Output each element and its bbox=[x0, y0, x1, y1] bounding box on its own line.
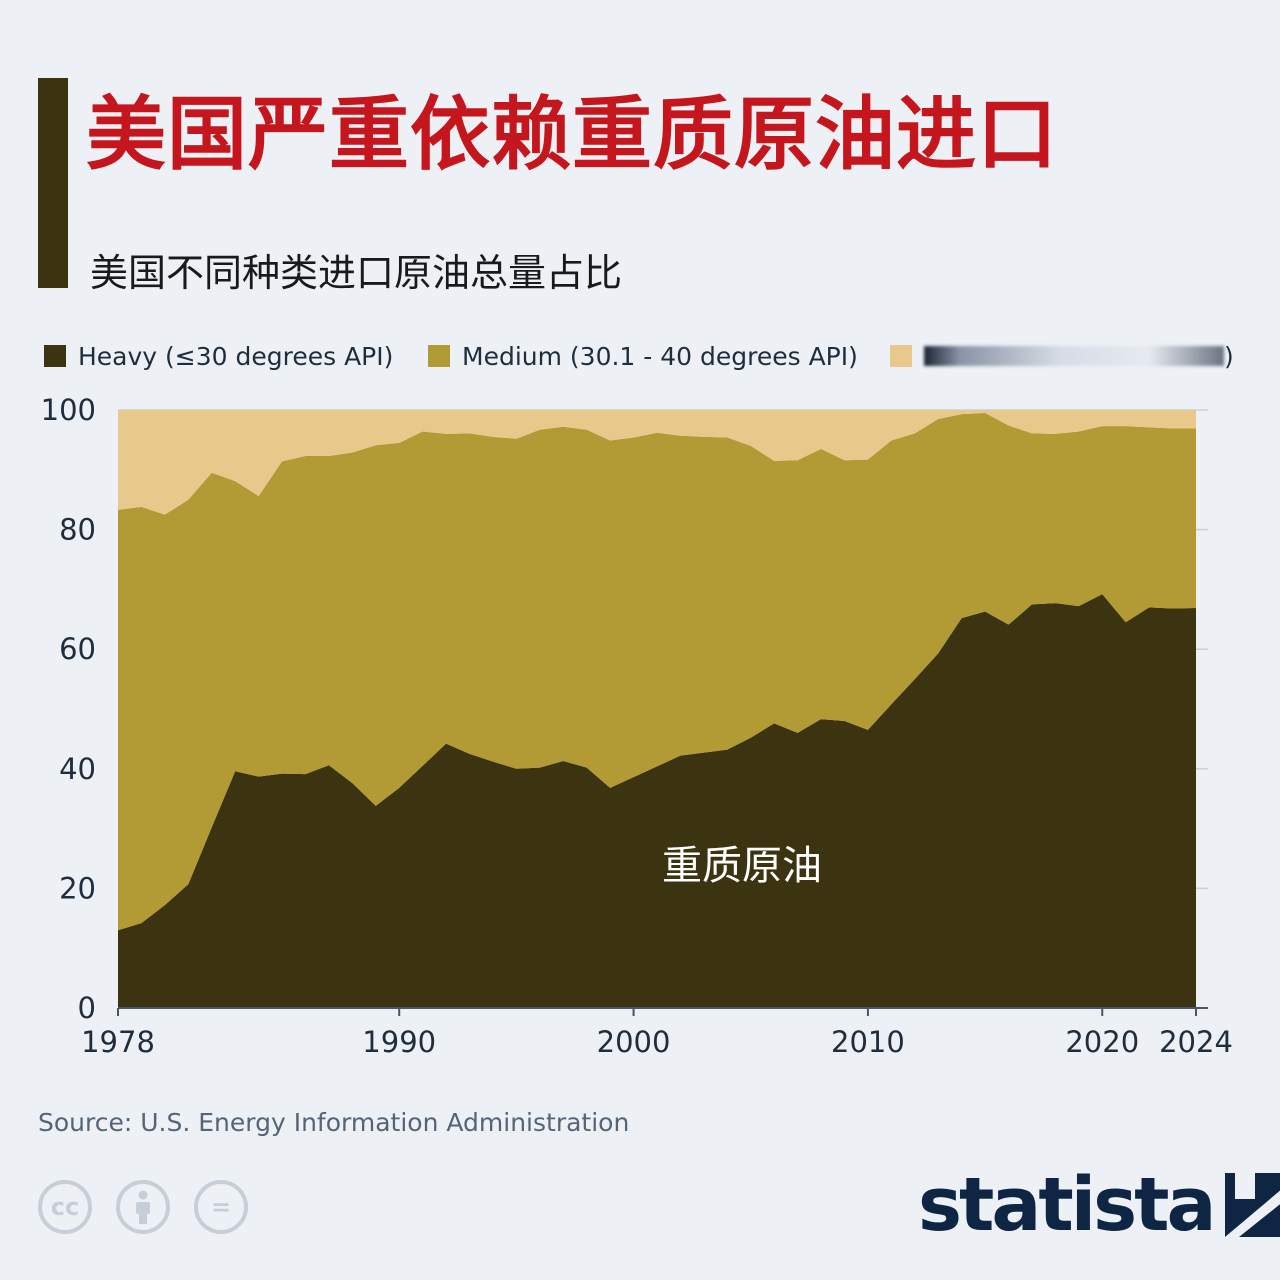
legend-swatch-medium bbox=[428, 345, 450, 367]
nd-icon: = bbox=[194, 1180, 248, 1234]
axes: 1978 1990 2000 2010 2020 2024 bbox=[81, 1007, 1233, 1059]
title-accent-bar bbox=[38, 78, 68, 288]
legend-item-medium: Medium (30.1 - 40 degrees API) bbox=[428, 340, 858, 372]
x-tick-label: 2020 bbox=[1065, 1025, 1139, 1059]
by-icon bbox=[116, 1180, 170, 1234]
y-tick-label: 0 bbox=[78, 991, 96, 1025]
x-tick-label: 2024 bbox=[1159, 1025, 1233, 1059]
legend-label-light-suffix: ) bbox=[1224, 341, 1234, 371]
y-tick-label: 100 bbox=[41, 393, 96, 427]
y-tick-label: 40 bbox=[59, 752, 96, 786]
cc-icon: cc bbox=[38, 1180, 92, 1234]
chart-area: 0 20 40 60 80 100 1978 1990 2000 2010 2020 2024 重质… bbox=[41, 393, 1233, 1059]
legend-swatch-heavy bbox=[44, 345, 66, 367]
x-tick-label: 2010 bbox=[831, 1025, 905, 1059]
statista-mark-icon bbox=[1225, 1173, 1280, 1237]
legend-item-heavy: Heavy (≤30 degrees API) bbox=[44, 340, 393, 372]
legend-label-heavy: Heavy (≤30 degrees API) bbox=[78, 341, 394, 371]
area-medium bbox=[118, 412, 1196, 931]
y-tick-label: 20 bbox=[59, 871, 96, 905]
y-tick-label: 60 bbox=[59, 632, 96, 666]
chart-title: 美国严重依赖重质原油进口 bbox=[86, 88, 1058, 181]
legend-label-light-redacted bbox=[924, 346, 1224, 366]
legend: Heavy (≤30 degrees API) Medium (30.1 - 4… bbox=[44, 340, 1244, 372]
statista-wordmark: statista bbox=[918, 1162, 1216, 1248]
area-series bbox=[118, 410, 1196, 1008]
person-icon bbox=[136, 1190, 150, 1224]
chart-subtitle: 美国不同种类进口原油总量占比 bbox=[90, 251, 623, 295]
legend-swatch-light bbox=[890, 345, 912, 367]
area-light bbox=[118, 410, 1196, 515]
legend-item-light: ) bbox=[890, 340, 1234, 372]
cc-glyph: cc bbox=[50, 1193, 80, 1221]
y-tick-label: 80 bbox=[59, 513, 96, 547]
x-tick-label: 1978 bbox=[81, 1025, 155, 1059]
heavy-area-annotation: 重质原油 bbox=[662, 843, 822, 889]
statista-logo[interactable]: statista bbox=[918, 1168, 1280, 1242]
area-heavy bbox=[118, 594, 1196, 1008]
x-tick-label: 1990 bbox=[362, 1025, 436, 1059]
source-note: Source: U.S. Energy Information Administ… bbox=[38, 1108, 630, 1137]
legend-label-medium: Medium (30.1 - 40 degrees API) bbox=[462, 341, 858, 371]
nd-glyph: = bbox=[210, 1193, 232, 1221]
x-tick-label: 2000 bbox=[597, 1025, 671, 1059]
